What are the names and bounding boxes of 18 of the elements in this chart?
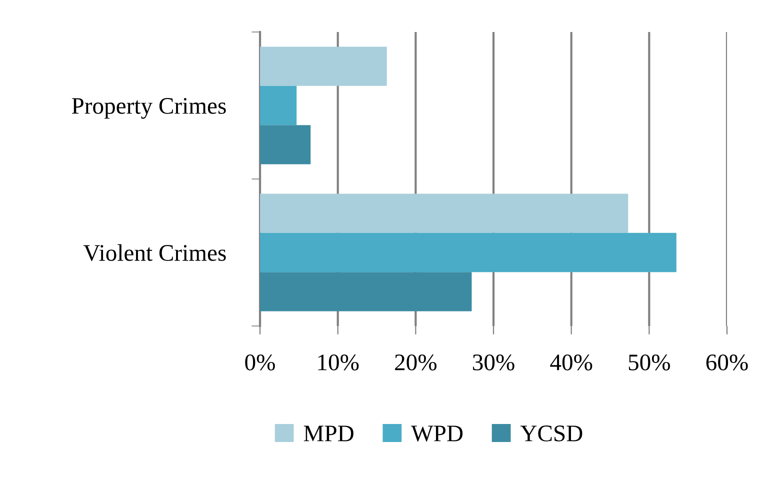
y-tick-label: Property Crimes xyxy=(72,98,226,119)
bar xyxy=(260,46,387,86)
x-tick-label: 40% xyxy=(550,354,592,370)
bar xyxy=(260,125,311,164)
x-tick-label: 0% xyxy=(245,354,275,370)
legend-label: YCSD xyxy=(520,426,582,442)
bar xyxy=(260,194,628,233)
x-tick-label: 30% xyxy=(472,354,514,370)
y-tick-label: Violent Crimes xyxy=(83,244,226,262)
bar xyxy=(260,86,297,126)
x-tick-label: 60% xyxy=(706,354,748,370)
x-tick-label: 50% xyxy=(628,354,670,370)
legend-label: MPD xyxy=(304,426,354,442)
x-tick-label: 20% xyxy=(395,354,436,370)
bar xyxy=(260,272,472,312)
legend-label: WPD xyxy=(411,426,463,442)
bar xyxy=(260,232,676,272)
x-tick-label: 10% xyxy=(318,354,359,370)
